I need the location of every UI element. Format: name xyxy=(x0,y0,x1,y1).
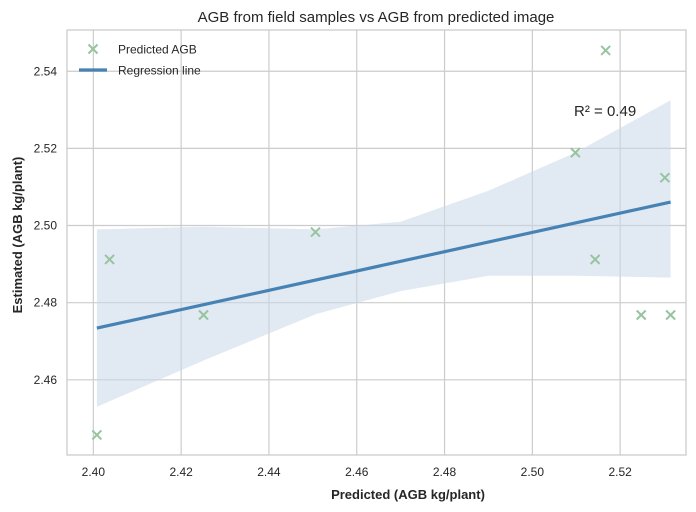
x-tick-label: 2.50 xyxy=(521,465,545,479)
legend: Predicted AGB Regression line xyxy=(79,43,201,78)
marker-stroke xyxy=(665,309,676,321)
data-point xyxy=(310,226,321,238)
marker-stroke xyxy=(570,147,581,158)
data-point xyxy=(570,147,581,158)
confidence-band xyxy=(96,100,671,407)
y-tick-label: 2.46 xyxy=(34,373,58,387)
marker-stroke xyxy=(589,254,601,265)
data-point xyxy=(665,309,676,321)
y-tick-label: 2.54 xyxy=(34,64,58,78)
marker-stroke xyxy=(636,309,647,321)
marker-stroke xyxy=(104,254,115,265)
legend-label: Regression line xyxy=(118,64,201,78)
data-point xyxy=(636,309,647,321)
regression-line xyxy=(96,200,671,330)
x-axis-label: Predicted (AGB kg/plant) xyxy=(331,487,485,502)
data-point xyxy=(589,254,601,265)
y-tick-label: 2.52 xyxy=(34,141,58,155)
data-point xyxy=(91,429,103,441)
data-point xyxy=(659,172,671,183)
plot-frame xyxy=(66,29,687,456)
marker-stroke xyxy=(91,429,103,441)
data-point xyxy=(198,309,209,321)
plot-area: 2.40 2.42 2.44 2.46 2.48 2.50 2.52 2.46 2.48 2.50… xyxy=(34,29,687,479)
r-squared-annotation: R² = 0.49 xyxy=(574,103,636,120)
x-tick-label: 2.46 xyxy=(345,465,369,479)
y-tick-label: 2.50 xyxy=(34,219,58,233)
marker-stroke xyxy=(310,226,321,238)
legend-marker-scatter xyxy=(87,43,99,55)
x-tick-label: 2.40 xyxy=(82,465,106,479)
x-tick-label: 2.48 xyxy=(433,465,457,479)
marker-stroke xyxy=(198,309,209,321)
x-tick-label: 2.44 xyxy=(257,465,281,479)
y-axis-label: Estimated (AGB kg/plant) xyxy=(10,157,25,314)
y-tick-label: 2.48 xyxy=(34,296,58,310)
marker-stroke xyxy=(87,43,99,55)
marker-stroke xyxy=(600,45,611,56)
x-tick-label: 2.52 xyxy=(608,465,632,479)
marker-stroke xyxy=(659,172,671,183)
chart-title: AGB from field samples vs AGB from predi… xyxy=(198,9,555,26)
data-point xyxy=(104,254,115,265)
data-point xyxy=(600,45,611,56)
x-tick-label: 2.42 xyxy=(169,465,193,479)
legend-label: Predicted AGB xyxy=(118,43,197,57)
